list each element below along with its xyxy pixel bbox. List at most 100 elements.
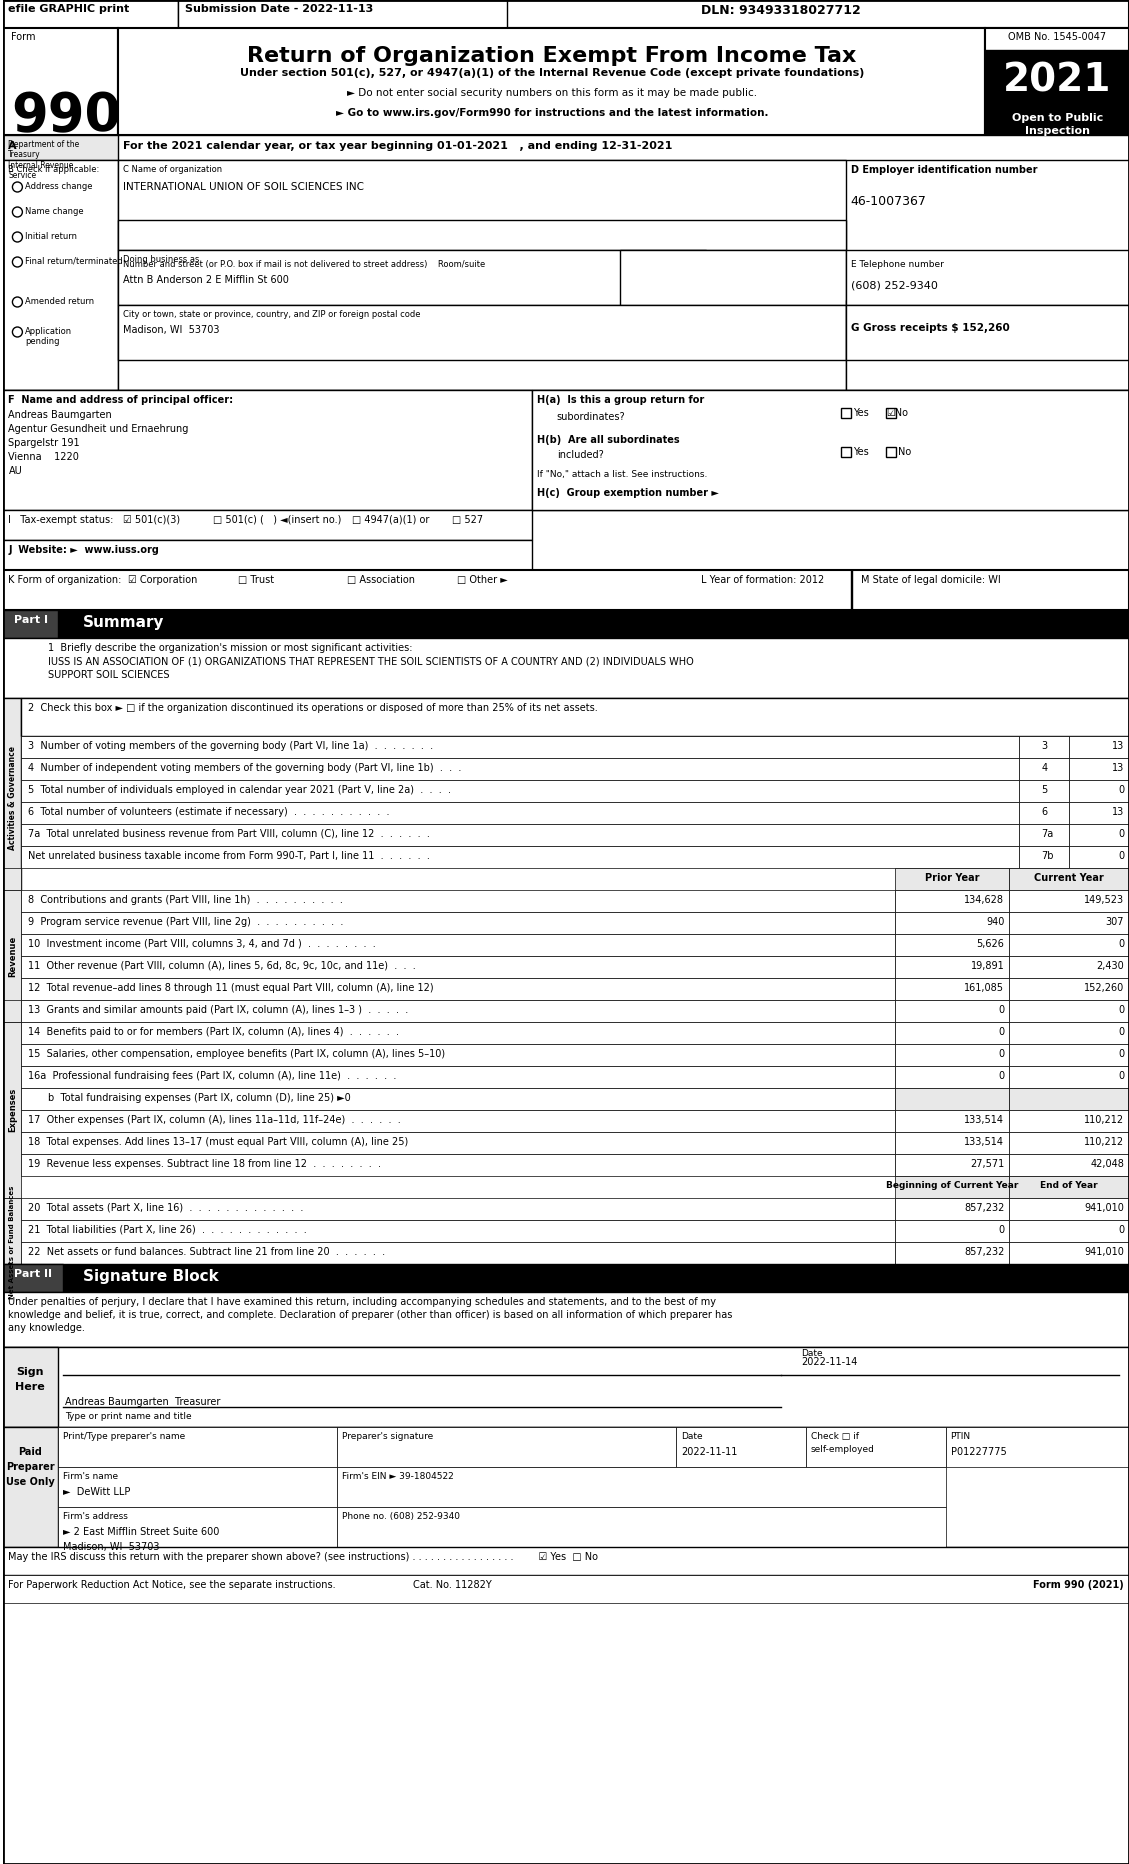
Text: 2  Check this box ► □ if the organization discontinued its operations or dispose: 2 Check this box ► □ if the organization… — [28, 703, 598, 714]
Bar — [894, 1221, 1009, 1241]
Text: 0: 0 — [998, 1049, 1005, 1059]
Text: Net Assets or Fund Balances: Net Assets or Fund Balances — [9, 1186, 16, 1299]
Bar — [886, 408, 895, 418]
Text: 12  Total revenue–add lines 8 through 11 (must equal Part VIII, column (A), line: 12 Total revenue–add lines 8 through 11 … — [28, 982, 434, 994]
Bar — [1009, 956, 1129, 979]
Text: If "No," attach a list. See instructions.: If "No," attach a list. See instructions… — [536, 470, 707, 479]
Text: C Name of organization: C Name of organization — [123, 166, 222, 173]
Text: 0: 0 — [998, 1225, 1005, 1236]
Bar — [21, 999, 894, 1021]
Text: Under penalties of perjury, I declare that I have examined this return, includin: Under penalties of perjury, I declare th… — [8, 1297, 717, 1307]
Text: (608) 252-9340: (608) 252-9340 — [851, 280, 938, 291]
Bar — [3, 541, 532, 570]
Text: 7a: 7a — [1041, 829, 1053, 839]
Text: Form: Form — [11, 32, 36, 43]
Bar — [886, 447, 895, 457]
Text: Firm's address: Firm's address — [63, 1512, 129, 1521]
Text: included?: included? — [557, 449, 604, 460]
Text: ► 2 East Mifflin Street Suite 600: ► 2 East Mifflin Street Suite 600 — [63, 1527, 220, 1538]
Bar — [894, 1176, 1009, 1199]
Bar — [986, 103, 1129, 134]
Text: Submission Date - 2022-11-13: Submission Date - 2022-11-13 — [185, 4, 374, 15]
Bar — [3, 0, 1129, 28]
Text: 10  Investment income (Part VIII, columns 3, 4, and 7d )  .  .  .  .  .  .  .  .: 10 Investment income (Part VIII, columns… — [28, 939, 376, 949]
Bar — [119, 28, 986, 134]
Bar — [841, 408, 851, 418]
Text: P01227775: P01227775 — [951, 1446, 1006, 1458]
Bar — [532, 390, 1129, 511]
Bar — [3, 0, 178, 28]
Text: 0: 0 — [998, 1027, 1005, 1036]
Bar — [3, 390, 532, 511]
Text: 13  Grants and similar amounts paid (Part IX, column (A), lines 1–3 )  .  .  .  : 13 Grants and similar amounts paid (Part… — [28, 1005, 409, 1016]
Bar — [3, 1428, 59, 1547]
Text: 2,430: 2,430 — [1096, 962, 1124, 971]
Text: 5: 5 — [1041, 785, 1048, 796]
Bar — [1019, 824, 1069, 846]
Bar — [846, 306, 1129, 360]
Bar — [1009, 1021, 1129, 1044]
Text: 13: 13 — [1112, 742, 1124, 751]
Bar — [119, 160, 846, 390]
Text: D Employer identification number: D Employer identification number — [851, 166, 1038, 175]
Text: Expenses: Expenses — [8, 1089, 17, 1131]
Text: Yes: Yes — [852, 447, 868, 457]
Text: Net unrelated business taxable income from Form 990-T, Part I, line 11  .  .  . : Net unrelated business taxable income fr… — [28, 852, 430, 861]
Text: 16a  Professional fundraising fees (Part IX, column (A), line 11e)  .  .  .  .  : 16a Professional fundraising fees (Part … — [28, 1072, 396, 1081]
Text: 0: 0 — [998, 1005, 1005, 1016]
Text: □ 4947(a)(1) or: □ 4947(a)(1) or — [352, 514, 430, 526]
Bar — [1009, 1066, 1129, 1089]
Text: Department of the
Treasury
Internal Revenue
Service: Department of the Treasury Internal Reve… — [8, 140, 80, 181]
Text: 1  Briefly describe the organization's mission or most significant activities:: 1 Briefly describe the organization's mi… — [49, 643, 413, 652]
Bar — [1009, 1131, 1129, 1154]
Text: Address change: Address change — [25, 183, 93, 190]
Text: 19  Revenue less expenses. Subtract line 18 from line 12  .  .  .  .  .  .  .  .: 19 Revenue less expenses. Subtract line … — [28, 1159, 382, 1169]
Bar — [894, 999, 1009, 1021]
Bar — [21, 1021, 894, 1044]
Text: Name change: Name change — [25, 207, 84, 216]
Text: AU: AU — [8, 466, 23, 475]
Text: 7b: 7b — [1041, 852, 1053, 861]
Text: 133,514: 133,514 — [964, 1137, 1005, 1146]
Text: Number and street (or P.O. box if mail is not delivered to street address)    Ro: Number and street (or P.O. box if mail i… — [123, 259, 485, 268]
Bar — [894, 1089, 1009, 1109]
Bar — [620, 250, 846, 306]
Bar — [21, 824, 1019, 846]
Bar — [1019, 802, 1069, 824]
Bar — [946, 1428, 1129, 1467]
Text: 3: 3 — [1041, 742, 1048, 751]
Text: any knowledge.: any knowledge. — [8, 1323, 86, 1333]
Bar — [3, 610, 1129, 637]
Bar — [1019, 736, 1069, 759]
Bar — [894, 956, 1009, 979]
Text: Attn B Anderson 2 E Mifflin St 600: Attn B Anderson 2 E Mifflin St 600 — [123, 276, 289, 285]
Text: Phone no. (608) 252-9340: Phone no. (608) 252-9340 — [342, 1512, 461, 1521]
Bar — [119, 306, 846, 360]
Bar — [3, 999, 21, 1021]
Bar — [1009, 999, 1129, 1021]
Text: City or town, state or province, country, and ZIP or foreign postal code: City or town, state or province, country… — [123, 309, 421, 319]
Text: Paid: Paid — [18, 1446, 42, 1458]
Text: 14  Benefits paid to or for members (Part IX, column (A), lines 4)  .  .  .  .  : 14 Benefits paid to or for members (Part… — [28, 1027, 400, 1036]
Bar — [986, 50, 1129, 104]
Text: 6  Total number of volunteers (estimate if necessary)  .  .  .  .  .  .  .  .  .: 6 Total number of volunteers (estimate i… — [28, 807, 390, 816]
Text: Final return/terminated: Final return/terminated — [25, 257, 123, 267]
Bar — [1019, 759, 1069, 779]
Bar — [676, 1428, 806, 1467]
Bar — [3, 1575, 1129, 1603]
Bar — [1009, 979, 1129, 999]
Bar — [894, 1154, 1009, 1176]
Text: Application
pending: Application pending — [25, 326, 72, 347]
Bar — [841, 447, 851, 457]
Text: 20  Total assets (Part X, line 16)  .  .  .  .  .  .  .  .  .  .  .  .  .: 20 Total assets (Part X, line 16) . . . … — [28, 1202, 304, 1213]
Bar — [21, 1241, 894, 1264]
Text: 110,212: 110,212 — [1084, 1115, 1124, 1126]
Text: 17  Other expenses (Part IX, column (A), lines 11a–11d, 11f–24e)  .  .  .  .  . : 17 Other expenses (Part IX, column (A), … — [28, 1115, 401, 1126]
Bar — [3, 869, 21, 889]
Text: 5  Total number of individuals employed in calendar year 2021 (Part V, line 2a) : 5 Total number of individuals employed i… — [28, 785, 452, 796]
Text: □ 501(c) (   ) ◄(insert no.): □ 501(c) ( ) ◄(insert no.) — [212, 514, 341, 526]
Bar — [21, 759, 1019, 779]
Text: self-employed: self-employed — [811, 1445, 875, 1454]
Bar — [21, 1089, 894, 1109]
Bar — [21, 697, 1129, 736]
